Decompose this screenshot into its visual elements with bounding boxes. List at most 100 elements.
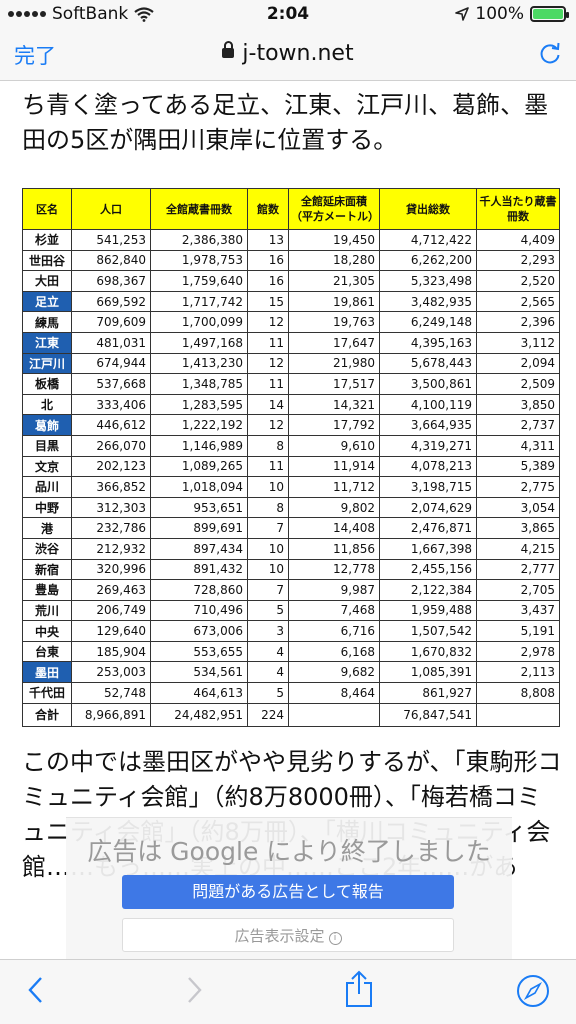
table-cell: 2,737 (476, 414, 560, 436)
table-cell: 674,944 (71, 352, 151, 375)
table-cell: 710,496 (150, 599, 248, 622)
table-cell: 52,748 (71, 682, 151, 704)
ward-name-cell: 葛飾 (22, 414, 72, 436)
closed-ad-overlay: 広告は Google により終了しました 問題がある広告として報告 広告表示設定… (66, 817, 512, 968)
table-cell: 1,348,785 (150, 373, 248, 395)
ad-closed-notice: 広告は Google により終了しました (87, 837, 491, 866)
wifi-icon (134, 6, 154, 22)
table-cell: 8 (247, 434, 289, 457)
table-cell: 6,262,200 (379, 249, 477, 272)
table-cell: 2,509 (476, 373, 560, 395)
status-right: 100% (455, 4, 569, 24)
table-cell: 1,667,398 (379, 537, 477, 560)
forward-icon[interactable] (182, 974, 206, 1006)
ward-name-cell: 練馬 (22, 311, 72, 333)
table-row: 港 232,786 899,691 7 14,408 2,476,871 3,865 (22, 517, 560, 539)
header-floor-area: 全館延床面積（平方メートル） (288, 188, 380, 230)
library-stats-table: 区名 人口 全館蔵書冊数 館数 全館延床面積（平方メートル） 貸出総数 千人当た… (22, 188, 560, 727)
table-cell: 9,802 (288, 496, 380, 519)
table-cell: 3,500,861 (379, 373, 477, 395)
table-cell: 1,959,488 (379, 599, 477, 622)
table-cell: 129,640 (71, 620, 151, 642)
table-cell: 861,927 (379, 682, 477, 704)
share-icon[interactable] (344, 970, 374, 1008)
ward-name-cell: 品川 (22, 476, 72, 498)
table-cell: 15 (247, 290, 289, 313)
table-cell: 8,808 (476, 682, 560, 704)
web-content[interactable]: ち青く塗ってある足立、江東、江戸川、葛飾、墨田の5区が隅田川東岸に位置する。 区… (0, 80, 576, 960)
table-cell: 21,305 (288, 270, 380, 292)
table-cell: 1,670,832 (379, 640, 477, 663)
ward-name-cell: 豊島 (22, 579, 72, 601)
ward-name-cell: 港 (22, 517, 72, 539)
table-header-row: 区名 人口 全館蔵書冊数 館数 全館延床面積（平方メートル） 貸出総数 千人当た… (22, 188, 560, 230)
table-row: 北 333,406 1,283,595 14 14,321 4,100,119 3,850 (22, 393, 560, 416)
total-cell (476, 702, 560, 727)
ward-name-cell: 目黒 (22, 434, 72, 457)
done-button[interactable]: 完了 (14, 44, 56, 68)
clock: 2:04 (266, 4, 310, 24)
table-cell: 3,437 (476, 599, 560, 622)
table-cell: 4,078,213 (379, 455, 477, 478)
table-cell: 4,215 (476, 537, 560, 560)
table-cell: 8 (247, 496, 289, 519)
ward-name-cell: 渋谷 (22, 537, 72, 560)
ad-settings-button[interactable]: 広告表示設定 i (122, 918, 454, 952)
table-cell: 2,476,871 (379, 517, 477, 539)
address-bar[interactable]: j-town.net (0, 41, 576, 66)
table-cell: 7 (247, 579, 289, 601)
table-row: 杉並 541,253 2,386,380 13 19,450 4,712,422 4,409 (22, 229, 560, 251)
header-books-per-1000: 千人当たり蔵書冊数 (476, 188, 560, 230)
table-cell: 2,520 (476, 270, 560, 292)
table-row: 大田 698,367 1,759,640 16 21,305 5,323,498 2,520 (22, 270, 560, 292)
signal-dots (8, 11, 46, 17)
table-cell: 669,592 (71, 290, 151, 313)
back-icon[interactable] (24, 974, 48, 1006)
total-cell: 24,482,951 (150, 702, 248, 727)
table-cell: 10 (247, 476, 289, 498)
table-cell: 11,856 (288, 537, 380, 560)
table-cell: 17,647 (288, 331, 380, 354)
header-library-count: 館数 (247, 188, 289, 230)
table-cell: 5,389 (476, 455, 560, 478)
table-cell: 7,468 (288, 599, 380, 622)
table-cell: 673,006 (150, 620, 248, 642)
table-cell: 2,565 (476, 290, 560, 313)
table-cell: 1,700,099 (150, 311, 248, 333)
table-cell: 12 (247, 311, 289, 333)
table-row: 品川 366,852 1,018,094 10 11,712 3,198,715 2,775 (22, 476, 560, 498)
table-cell: 1,759,640 (150, 270, 248, 292)
table-row: 台東 185,904 553,655 4 6,168 1,670,832 2,978 (22, 640, 560, 663)
table-cell: 8,464 (288, 682, 380, 704)
table-cell: 1,089,265 (150, 455, 248, 478)
table-row: 荒川 206,749 710,496 5 7,468 1,959,488 3,437 (22, 599, 560, 622)
table-cell: 5,678,443 (379, 352, 477, 375)
carrier-name: SoftBank (52, 4, 129, 24)
report-ad-button[interactable]: 問題がある広告として報告 (122, 875, 454, 909)
table-row: 渋谷 212,932 897,434 10 11,856 1,667,398 4,215 (22, 537, 560, 560)
table-cell: 1,497,168 (150, 331, 248, 354)
table-cell: 2,094 (476, 352, 560, 375)
reload-icon[interactable] (538, 40, 562, 66)
battery-fill (533, 9, 563, 19)
table-cell: 2,775 (476, 476, 560, 498)
compass-icon[interactable] (516, 974, 550, 1008)
table-cell: 4,311 (476, 434, 560, 457)
table-cell: 5 (247, 682, 289, 704)
table-cell: 2,777 (476, 558, 560, 581)
total-label: 合計 (22, 702, 72, 727)
ad-settings-label: 広告表示設定 (234, 927, 325, 945)
status-left: SoftBank (8, 4, 154, 24)
table-cell: 320,996 (71, 558, 151, 581)
table-cell: 1,018,094 (150, 476, 248, 498)
table-cell: 4 (247, 661, 289, 684)
table-cell: 11 (247, 373, 289, 395)
table-cell: 3,482,935 (379, 290, 477, 313)
table-row: 新宿 320,996 891,432 10 12,778 2,455,156 2,777 (22, 558, 560, 581)
table-cell: 333,406 (71, 393, 151, 416)
table-cell: 541,253 (71, 229, 151, 251)
table-row: 中央 129,640 673,006 3 6,716 1,507,542 5,191 (22, 620, 560, 642)
table-cell: 464,613 (150, 682, 248, 704)
table-cell: 1,978,753 (150, 249, 248, 272)
ward-name-cell: 北 (22, 393, 72, 416)
